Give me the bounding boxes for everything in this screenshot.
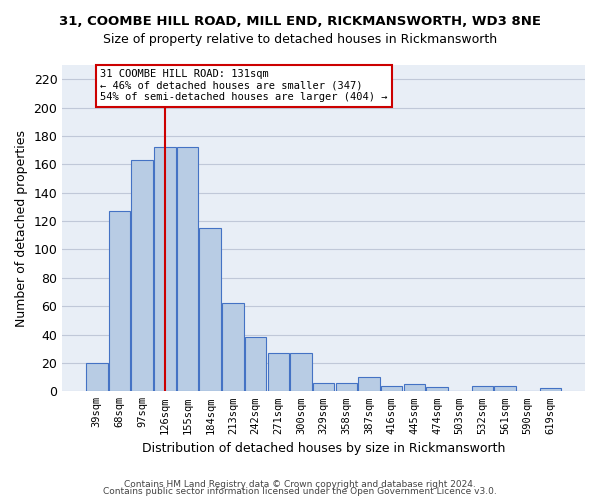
Bar: [222, 304, 244, 392]
Bar: [335, 383, 357, 392]
Bar: [426, 387, 448, 392]
Bar: [494, 386, 516, 392]
Bar: [131, 160, 153, 392]
Text: Contains HM Land Registry data © Crown copyright and database right 2024.: Contains HM Land Registry data © Crown c…: [124, 480, 476, 489]
Bar: [358, 377, 380, 392]
Text: Contains public sector information licensed under the Open Government Licence v3: Contains public sector information licen…: [103, 488, 497, 496]
Bar: [109, 211, 130, 392]
Bar: [268, 353, 289, 392]
Bar: [177, 148, 199, 392]
Text: 31, COOMBE HILL ROAD, MILL END, RICKMANSWORTH, WD3 8NE: 31, COOMBE HILL ROAD, MILL END, RICKMANS…: [59, 15, 541, 28]
Bar: [86, 363, 107, 392]
Text: 31 COOMBE HILL ROAD: 131sqm
← 46% of detached houses are smaller (347)
54% of se: 31 COOMBE HILL ROAD: 131sqm ← 46% of det…: [100, 70, 388, 102]
Bar: [404, 384, 425, 392]
Bar: [199, 228, 221, 392]
Bar: [472, 386, 493, 392]
Y-axis label: Number of detached properties: Number of detached properties: [15, 130, 28, 326]
Bar: [290, 353, 312, 392]
Bar: [154, 148, 176, 392]
Bar: [539, 388, 561, 392]
Bar: [313, 383, 334, 392]
Bar: [381, 386, 403, 392]
Text: Size of property relative to detached houses in Rickmansworth: Size of property relative to detached ho…: [103, 32, 497, 46]
Bar: [245, 338, 266, 392]
X-axis label: Distribution of detached houses by size in Rickmansworth: Distribution of detached houses by size …: [142, 442, 505, 455]
